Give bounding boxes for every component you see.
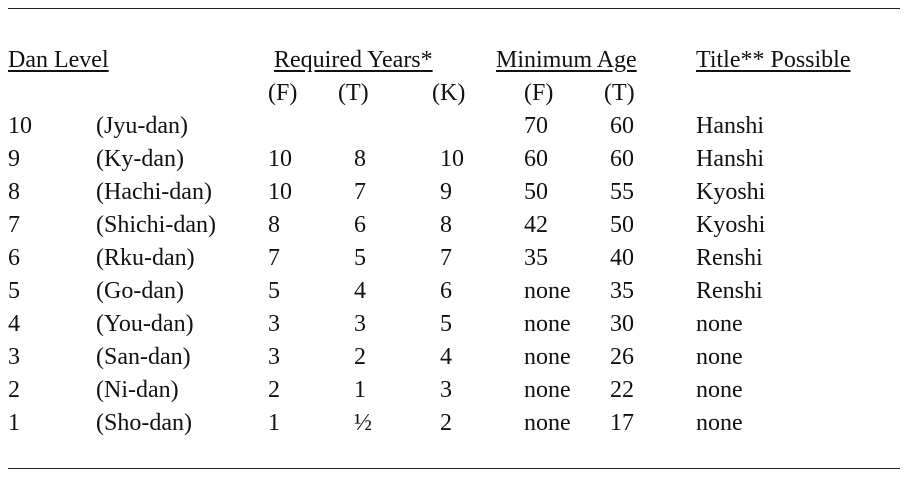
subheader-age-t: (T) xyxy=(604,80,635,106)
cell-age-f: none xyxy=(524,377,571,403)
cell-name: (Go-dan) xyxy=(96,278,184,304)
cell-req-t: 5 xyxy=(354,245,366,271)
cell-title: Renshi xyxy=(696,278,763,304)
cell-age-t: 60 xyxy=(610,146,634,172)
header-minimum-age: Minimum Age xyxy=(496,47,637,73)
cell-name: (Jyu-dan) xyxy=(96,113,188,139)
cell-req-k: 9 xyxy=(440,179,452,205)
cell-name: (Ky-dan) xyxy=(96,146,184,172)
cell-req-f: 8 xyxy=(268,212,280,238)
cell-title: none xyxy=(696,377,743,403)
cell-age-t: 30 xyxy=(610,311,634,337)
cell-title: none xyxy=(696,344,743,370)
cell-age-f: none xyxy=(524,278,571,304)
cell-name: (Sho-dan) xyxy=(96,410,192,436)
header-title-possible: Title** Possible xyxy=(696,47,851,73)
cell-level: 4 xyxy=(8,311,20,337)
cell-req-t: 6 xyxy=(354,212,366,238)
cell-age-t: 60 xyxy=(610,113,634,139)
cell-level: 10 xyxy=(8,113,32,139)
cell-req-t: 3 xyxy=(354,311,366,337)
cell-age-f: none xyxy=(524,344,571,370)
bottom-rule xyxy=(8,468,900,469)
cell-level: 9 xyxy=(8,146,20,172)
cell-req-t: ½ xyxy=(354,410,372,436)
cell-req-f: 10 xyxy=(268,146,292,172)
cell-title: Kyoshi xyxy=(696,212,766,238)
cell-req-f: 2 xyxy=(268,377,280,403)
cell-age-f: 42 xyxy=(524,212,548,238)
cell-req-k: 3 xyxy=(440,377,452,403)
cell-age-t: 50 xyxy=(610,212,634,238)
cell-name: (Hachi-dan) xyxy=(96,179,212,205)
cell-level: 6 xyxy=(8,245,20,271)
cell-name: (Shichi-dan) xyxy=(96,212,216,238)
cell-name: (Rku-dan) xyxy=(96,245,195,271)
header-required-years: Required Years* xyxy=(274,47,433,73)
cell-req-f: 1 xyxy=(268,410,280,436)
cell-age-f: 35 xyxy=(524,245,548,271)
cell-name: (San-dan) xyxy=(96,344,191,370)
cell-req-f: 7 xyxy=(268,245,280,271)
cell-req-t: 2 xyxy=(354,344,366,370)
cell-req-k: 2 xyxy=(440,410,452,436)
cell-age-t: 55 xyxy=(610,179,634,205)
cell-req-k: 10 xyxy=(440,146,464,172)
cell-req-f: 3 xyxy=(268,311,280,337)
cell-level: 1 xyxy=(8,410,20,436)
cell-age-t: 22 xyxy=(610,377,634,403)
cell-age-f: 60 xyxy=(524,146,548,172)
cell-age-t: 35 xyxy=(610,278,634,304)
cell-req-f: 5 xyxy=(268,278,280,304)
cell-level: 8 xyxy=(8,179,20,205)
cell-age-f: 50 xyxy=(524,179,548,205)
cell-name: (You-dan) xyxy=(96,311,194,337)
cell-level: 7 xyxy=(8,212,20,238)
cell-title: none xyxy=(696,311,743,337)
cell-req-k: 8 xyxy=(440,212,452,238)
cell-age-f: none xyxy=(524,410,571,436)
cell-age-t: 40 xyxy=(610,245,634,271)
cell-req-f: 10 xyxy=(268,179,292,205)
cell-title: Renshi xyxy=(696,245,763,271)
cell-req-k: 6 xyxy=(440,278,452,304)
cell-req-k: 7 xyxy=(440,245,452,271)
subheader-req-k: (K) xyxy=(432,80,466,106)
cell-req-k: 4 xyxy=(440,344,452,370)
header-dan-level: Dan Level xyxy=(8,47,109,73)
cell-req-k: 5 xyxy=(440,311,452,337)
cell-age-f: 70 xyxy=(524,113,548,139)
subheader-age-f: (F) xyxy=(524,80,554,106)
cell-level: 2 xyxy=(8,377,20,403)
cell-req-t: 8 xyxy=(354,146,366,172)
cell-age-f: none xyxy=(524,311,571,337)
top-rule xyxy=(8,8,900,9)
cell-req-t: 1 xyxy=(354,377,366,403)
subheader-req-f: (F) xyxy=(268,80,298,106)
cell-level: 5 xyxy=(8,278,20,304)
cell-level: 3 xyxy=(8,344,20,370)
cell-req-f: 3 xyxy=(268,344,280,370)
cell-title: Hanshi xyxy=(696,113,764,139)
cell-title: Hanshi xyxy=(696,146,764,172)
cell-title: Kyoshi xyxy=(696,179,766,205)
cell-title: none xyxy=(696,410,743,436)
cell-req-t: 7 xyxy=(354,179,366,205)
subheader-req-t: (T) xyxy=(338,80,369,106)
cell-age-t: 26 xyxy=(610,344,634,370)
cell-req-t: 4 xyxy=(354,278,366,304)
cell-age-t: 17 xyxy=(610,410,634,436)
cell-name: (Ni-dan) xyxy=(96,377,179,403)
